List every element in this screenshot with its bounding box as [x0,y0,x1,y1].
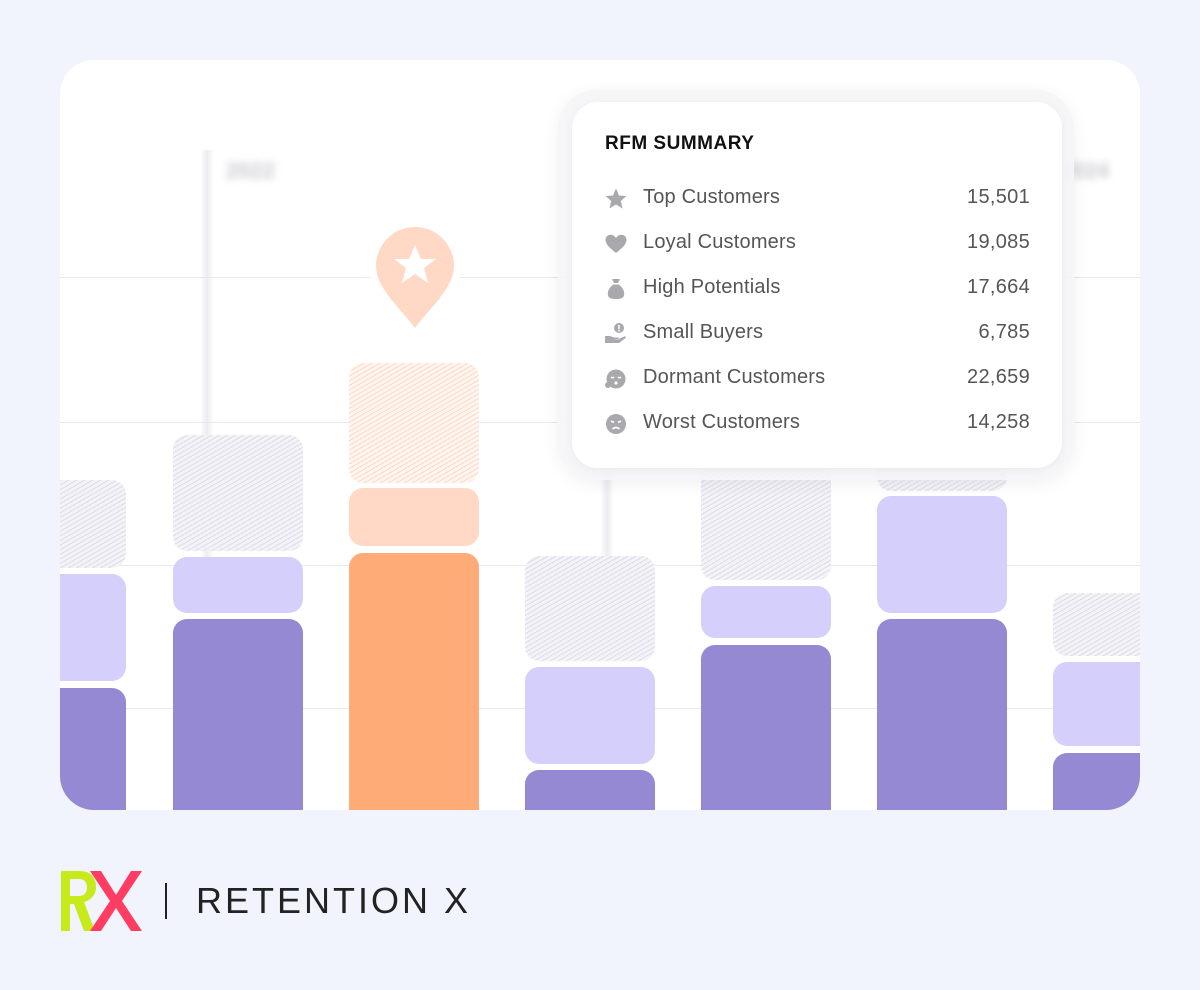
bar-segment-dark[interactable] [701,645,831,810]
bar-segment-dark-highlight[interactable] [349,553,479,810]
bar-segment-dark[interactable] [877,619,1007,810]
star-icon [605,188,627,209]
bar-segment-light[interactable] [877,496,1007,613]
hand-coin-icon [605,323,626,343]
bar-segment-hatched[interactable] [701,460,831,580]
list-item: Small Buyers 6,785 [604,317,1030,362]
segment-value: 14,258 [967,411,1030,433]
rx-logo-icon [61,871,142,931]
bar-segment-dark[interactable] [1053,753,1140,810]
bar-segment-hatched[interactable] [525,556,655,661]
bar-segment-dark[interactable] [525,770,655,810]
rfm-summary-tooltip: RFM SUMMARY Top Customers 15,501 Loyal C… [572,102,1062,468]
segment-label: Loyal Customers [643,231,797,253]
angry-face-icon [606,414,626,434]
brand-name: RETENTION X [196,880,472,921]
segment-label: Worst Customers [643,411,801,433]
segment-value: 6,785 [978,321,1030,343]
bar-segment-hatched-highlight[interactable] [349,363,479,483]
segment-label: Top Customers [643,186,781,208]
list-item: Worst Customers 14,258 [604,407,1030,452]
heart-icon [605,234,627,253]
bar-segment-dark[interactable] [173,619,303,810]
bar-segment-light[interactable] [1053,662,1140,746]
sleeping-face-icon [605,369,626,389]
segment-value: 17,664 [967,276,1030,298]
segment-label: High Potentials [643,276,781,298]
bar-segment-light[interactable] [701,586,831,638]
bar-segment-dark[interactable] [60,688,126,810]
list-item: Loyal Customers 19,085 [604,227,1030,272]
brand-divider [165,883,167,919]
list-item: Top Customers 15,501 [604,182,1030,227]
segment-value: 22,659 [967,366,1030,388]
segment-label: Small Buyers [643,321,764,343]
bar-segment-light[interactable] [173,557,303,613]
star-pin-icon[interactable] [360,215,470,345]
bar-segment-hatched[interactable] [1053,593,1140,656]
bar-segment-hatched[interactable] [60,480,126,568]
segment-label: Dormant Customers [643,366,826,388]
bar-segment-light[interactable] [60,574,126,681]
year-label: 2022 [226,158,275,183]
money-bag-icon [607,279,625,299]
bar-segment-light[interactable] [525,667,655,764]
bar-segment-hatched[interactable] [173,435,303,551]
tooltip-title: RFM SUMMARY [605,133,755,154]
list-item: Dormant Customers 22,659 [604,362,1030,407]
list-item: High Potentials 17,664 [604,272,1030,317]
bar-segment-light-highlight[interactable] [349,488,479,546]
segment-value: 15,501 [967,186,1030,208]
rfm-summary-list: Top Customers 15,501 Loyal Customers 19,… [604,182,1030,452]
segment-value: 19,085 [967,231,1030,253]
